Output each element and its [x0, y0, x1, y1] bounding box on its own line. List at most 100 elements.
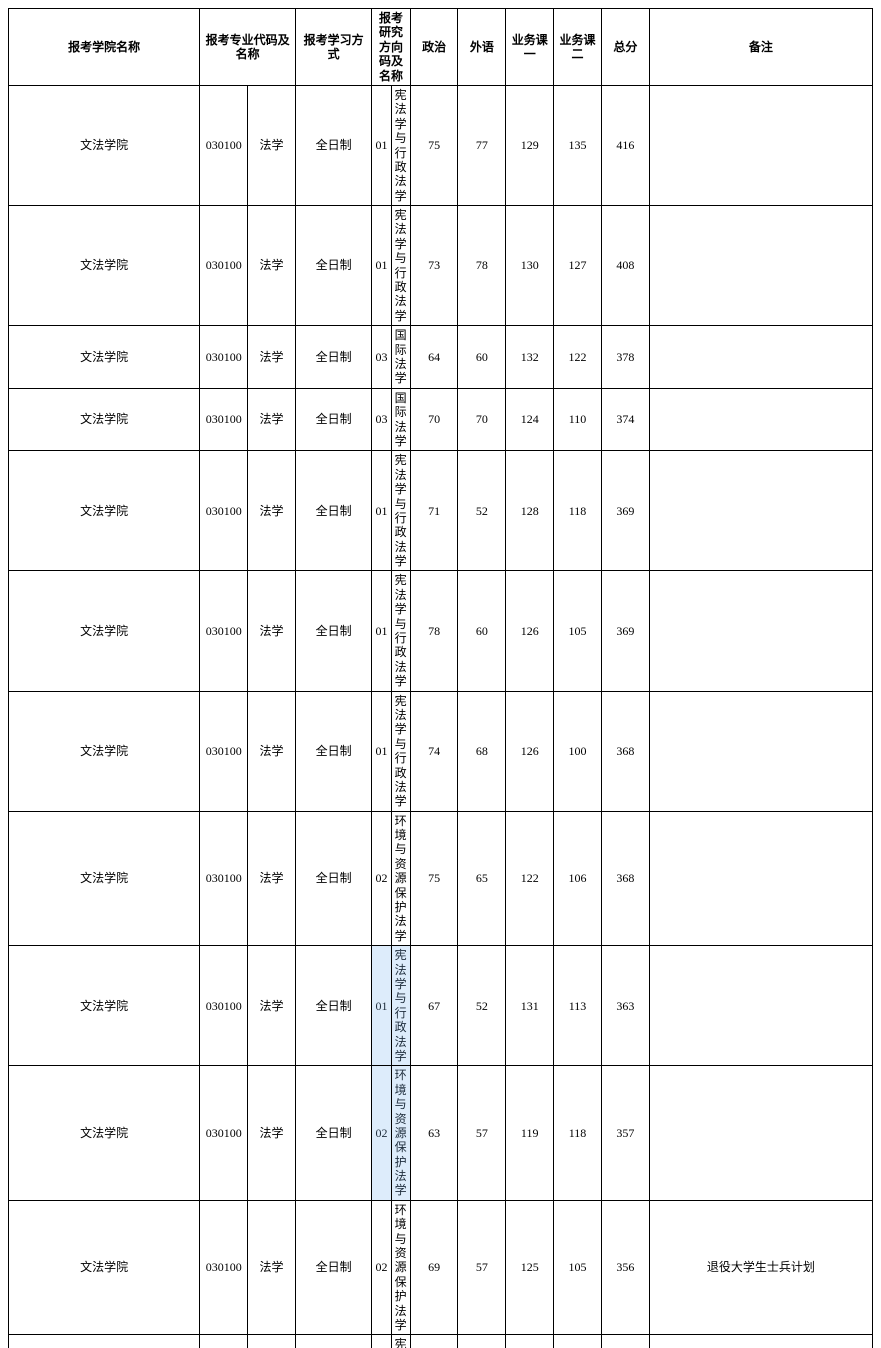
cell-foreign: 60: [458, 326, 506, 389]
cell-school: 文法学院: [9, 811, 200, 946]
cell-total: 374: [601, 388, 649, 451]
table-row: 文法学院030100法学全日制01宪法学与行政法学7577129135416: [9, 85, 873, 205]
table-row: 文法学院030100法学全日制01宪法学与行政法学695811999345: [9, 1335, 873, 1348]
cell-total: 345: [601, 1335, 649, 1348]
cell-politics: 63: [410, 1066, 458, 1201]
cell-dir-code: 02: [372, 811, 391, 946]
table-row: 文法学院030100法学全日制03国际法学7070124110374: [9, 388, 873, 451]
cell-course1: 124: [506, 388, 554, 451]
cell-course2: 122: [554, 326, 602, 389]
cell-major-name: 法学: [248, 946, 296, 1066]
cell-dir-code: 01: [372, 206, 391, 326]
cell-study-mode: 全日制: [295, 1335, 372, 1348]
header-major: 报考专业代码及名称: [200, 9, 296, 86]
cell-foreign: 57: [458, 1200, 506, 1335]
cell-remark: [649, 206, 872, 326]
cell-major-name: 法学: [248, 691, 296, 811]
cell-school: 文法学院: [9, 85, 200, 205]
cell-politics: 75: [410, 811, 458, 946]
cell-study-mode: 全日制: [295, 388, 372, 451]
cell-foreign: 52: [458, 946, 506, 1066]
cell-school: 文法学院: [9, 691, 200, 811]
cell-major-name: 法学: [248, 206, 296, 326]
cell-school: 文法学院: [9, 388, 200, 451]
cell-foreign: 68: [458, 691, 506, 811]
cell-major-code: 030100: [200, 946, 248, 1066]
cell-dir-name: 宪法学与行政法学: [391, 571, 410, 691]
cell-dir-code: 02: [372, 1066, 391, 1201]
cell-study-mode: 全日制: [295, 571, 372, 691]
cell-major-name: 法学: [248, 1335, 296, 1348]
cell-remark: 退役大学生士兵计划: [649, 1200, 872, 1335]
cell-study-mode: 全日制: [295, 1066, 372, 1201]
cell-school: 文法学院: [9, 571, 200, 691]
cell-dir-code: 01: [372, 691, 391, 811]
cell-politics: 69: [410, 1335, 458, 1348]
cell-major-name: 法学: [248, 388, 296, 451]
table-row: 文法学院030100法学全日制02环境与资源保护法学6357119118357: [9, 1066, 873, 1201]
table-row: 文法学院030100法学全日制01宪法学与行政法学7468126100368: [9, 691, 873, 811]
cell-school: 文法学院: [9, 326, 200, 389]
cell-total: 378: [601, 326, 649, 389]
header-direction: 报考研究方向码及名称: [372, 9, 410, 86]
cell-major-code: 030100: [200, 691, 248, 811]
cell-total: 408: [601, 206, 649, 326]
cell-total: 356: [601, 1200, 649, 1335]
cell-remark: [649, 571, 872, 691]
cell-course1: 131: [506, 946, 554, 1066]
cell-dir-code: 02: [372, 1200, 391, 1335]
cell-course1: 126: [506, 571, 554, 691]
cell-politics: 67: [410, 946, 458, 1066]
table-header-row: 报考学院名称 报考专业代码及名称 报考学习方式 报考研究方向码及名称 政治 外语…: [9, 9, 873, 86]
cell-politics: 71: [410, 451, 458, 571]
table-row: 文法学院030100法学全日制01宪法学与行政法学7378130127408: [9, 206, 873, 326]
cell-total: 416: [601, 85, 649, 205]
cell-major-name: 法学: [248, 326, 296, 389]
cell-foreign: 52: [458, 451, 506, 571]
cell-politics: 64: [410, 326, 458, 389]
cell-course2: 110: [554, 388, 602, 451]
cell-course1: 129: [506, 85, 554, 205]
cell-dir-code: 01: [372, 451, 391, 571]
cell-course2: 118: [554, 1066, 602, 1201]
cell-course2: 106: [554, 811, 602, 946]
cell-foreign: 78: [458, 206, 506, 326]
cell-major-code: 030100: [200, 206, 248, 326]
cell-study-mode: 全日制: [295, 811, 372, 946]
cell-remark: [649, 946, 872, 1066]
cell-major-name: 法学: [248, 451, 296, 571]
cell-remark: [649, 85, 872, 205]
header-study-mode: 报考学习方式: [295, 9, 372, 86]
cell-major-name: 法学: [248, 1066, 296, 1201]
cell-dir-name: 环境与资源保护法学: [391, 811, 410, 946]
cell-dir-name: 国际法学: [391, 326, 410, 389]
admission-scores-table: 报考学院名称 报考专业代码及名称 报考学习方式 报考研究方向码及名称 政治 外语…: [8, 8, 873, 1348]
cell-major-code: 030100: [200, 388, 248, 451]
cell-course1: 119: [506, 1066, 554, 1201]
cell-dir-code: 03: [372, 326, 391, 389]
cell-course2: 135: [554, 85, 602, 205]
cell-remark: [649, 326, 872, 389]
cell-course2: 99: [554, 1335, 602, 1348]
cell-major-code: 030100: [200, 1200, 248, 1335]
cell-dir-code: 01: [372, 946, 391, 1066]
cell-total: 363: [601, 946, 649, 1066]
cell-study-mode: 全日制: [295, 691, 372, 811]
cell-dir-name: 国际法学: [391, 388, 410, 451]
cell-remark: [649, 388, 872, 451]
cell-total: 357: [601, 1066, 649, 1201]
cell-school: 文法学院: [9, 946, 200, 1066]
cell-major-code: 030100: [200, 326, 248, 389]
cell-dir-code: 01: [372, 85, 391, 205]
cell-dir-name: 宪法学与行政法学: [391, 451, 410, 571]
cell-school: 文法学院: [9, 1200, 200, 1335]
cell-study-mode: 全日制: [295, 206, 372, 326]
cell-dir-name: 宪法学与行政法学: [391, 1335, 410, 1348]
cell-major-code: 030100: [200, 451, 248, 571]
cell-course2: 118: [554, 451, 602, 571]
cell-major-name: 法学: [248, 571, 296, 691]
cell-total: 369: [601, 451, 649, 571]
cell-study-mode: 全日制: [295, 85, 372, 205]
cell-course1: 122: [506, 811, 554, 946]
cell-politics: 78: [410, 571, 458, 691]
